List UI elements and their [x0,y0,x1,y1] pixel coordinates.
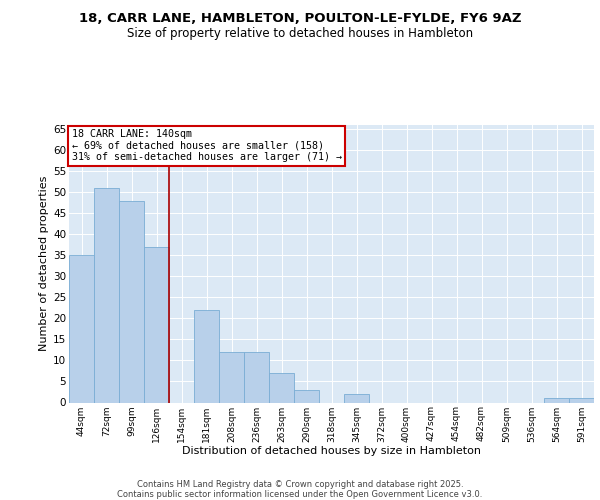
Text: Contains public sector information licensed under the Open Government Licence v3: Contains public sector information licen… [118,490,482,499]
Bar [194,310,219,402]
Text: Contains HM Land Registry data © Crown copyright and database right 2025.: Contains HM Land Registry data © Crown c… [137,480,463,489]
Bar [219,352,244,403]
Bar [569,398,594,402]
Text: Size of property relative to detached houses in Hambleton: Size of property relative to detached ho… [127,28,473,40]
Bar [94,188,119,402]
Bar [119,200,144,402]
Bar [269,373,294,402]
Bar [69,256,94,402]
X-axis label: Distribution of detached houses by size in Hambleton: Distribution of detached houses by size … [182,446,481,456]
Bar [144,247,169,402]
Bar [344,394,369,402]
Text: 18, CARR LANE, HAMBLETON, POULTON-LE-FYLDE, FY6 9AZ: 18, CARR LANE, HAMBLETON, POULTON-LE-FYL… [79,12,521,26]
Bar [294,390,319,402]
Bar [244,352,269,403]
Bar [544,398,569,402]
Text: 18 CARR LANE: 140sqm
← 69% of detached houses are smaller (158)
31% of semi-deta: 18 CARR LANE: 140sqm ← 69% of detached h… [71,129,341,162]
Y-axis label: Number of detached properties: Number of detached properties [39,176,49,352]
